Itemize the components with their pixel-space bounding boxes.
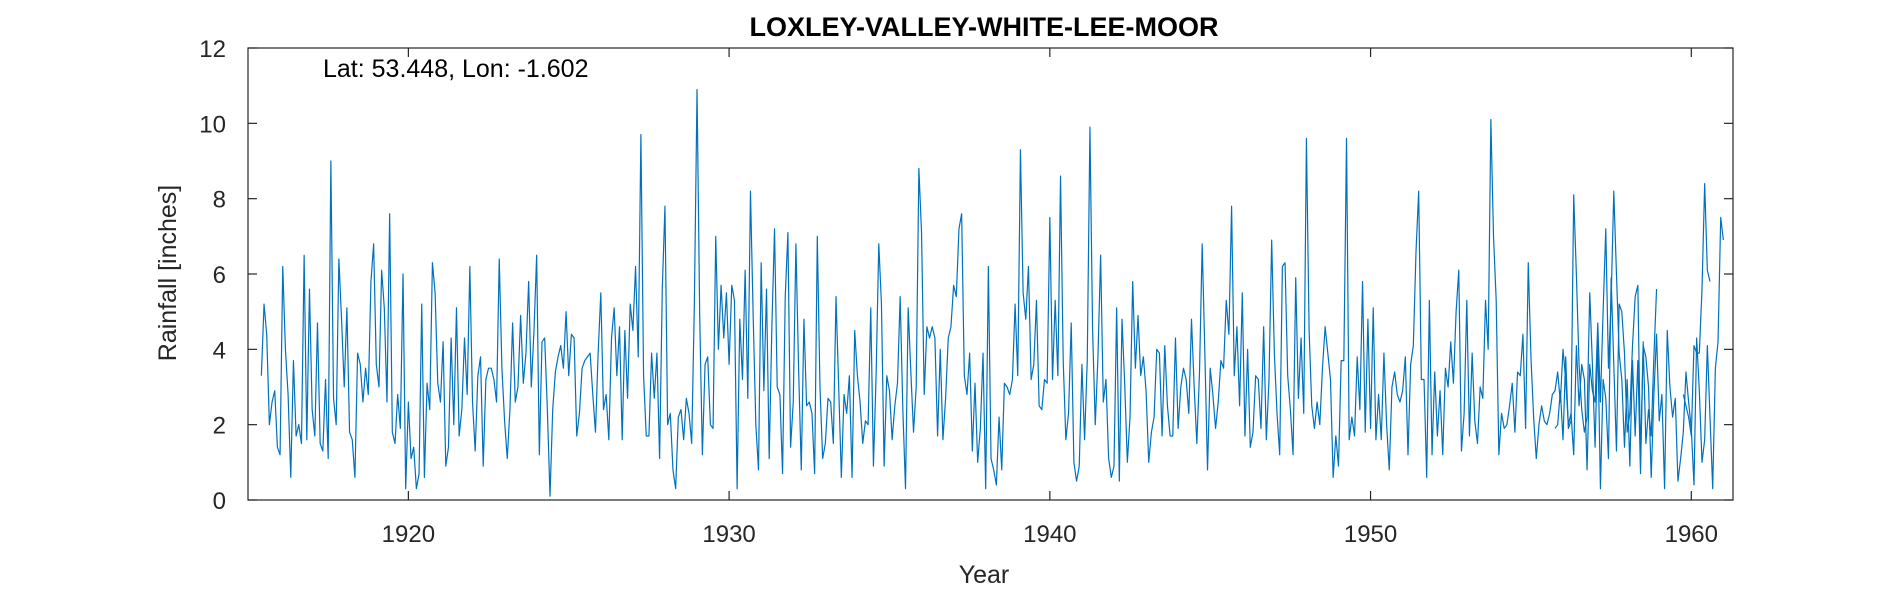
rainfall-series-line-2 (1554, 194, 1724, 490)
chart-title: LOXLEY-VALLEY-WHITE-LEE-MOOR (750, 12, 1219, 42)
y-axis: 0 2 4 6 8 10 12 (199, 36, 1733, 515)
location-annotation: Lat: 53.448, Lon: -1.602 (323, 55, 589, 83)
x-tick-label: 1940 (1023, 521, 1076, 548)
y-tick-label: 6 (213, 262, 226, 289)
y-tick-label: 0 (213, 488, 226, 515)
rainfall-series-line-1 (260, 88, 1658, 497)
x-axis: 1920 1930 1940 1950 1960 (382, 48, 1718, 548)
plot-lines (260, 88, 1724, 497)
x-tick-label: 1930 (702, 521, 755, 548)
y-tick-label: 10 (199, 111, 226, 138)
x-tick-label: 1960 (1665, 521, 1718, 548)
y-tick-label: 12 (199, 36, 226, 63)
x-axis-label: Year (959, 561, 1010, 589)
y-tick-label: 8 (213, 187, 226, 214)
x-tick-label: 1950 (1344, 521, 1397, 548)
rainfall-series-line-3 (1682, 183, 1711, 437)
y-tick-label: 2 (213, 413, 226, 440)
y-axis-label: Rainfall [inches] (154, 185, 182, 361)
y-tick-label: 4 (213, 337, 226, 364)
x-tick-label: 1920 (382, 521, 435, 548)
